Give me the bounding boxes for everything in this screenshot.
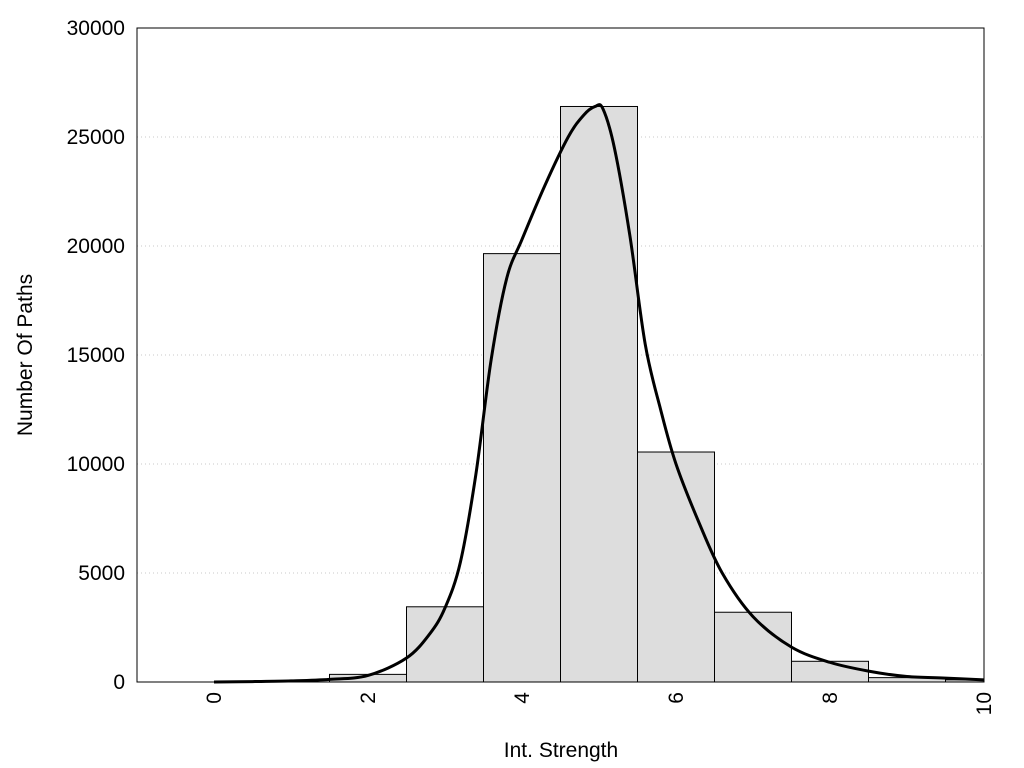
y-tick-label: 20000 xyxy=(67,235,125,258)
histogram-bar xyxy=(791,660,869,683)
x-tick-labels: 0 2 4 6 8 10 xyxy=(203,692,996,716)
plot-frame xyxy=(136,27,985,683)
x-axis-label: Int. Strength xyxy=(504,739,618,762)
x-tick-label: 10 xyxy=(973,692,996,715)
y-tick-label: 5000 xyxy=(78,562,125,585)
histogram-bar xyxy=(637,451,715,683)
y-tick-label: 0 xyxy=(113,671,125,694)
y-axis-label: Number Of Paths xyxy=(14,274,37,436)
histogram-bar xyxy=(714,611,792,683)
histogram-bar xyxy=(483,253,561,683)
y-tick-labels: 0 5000 10000 15000 20000 25000 30000 xyxy=(67,17,125,694)
x-tick-label: 6 xyxy=(665,692,688,704)
y-tick-label: 15000 xyxy=(67,344,125,367)
fit-curve-layer xyxy=(213,103,985,684)
histogram-bar xyxy=(560,105,638,683)
x-tick-label: 2 xyxy=(357,692,380,704)
y-tick-label: 30000 xyxy=(67,17,125,40)
x-tick-label: 8 xyxy=(819,692,842,704)
y-tick-label: 10000 xyxy=(67,453,125,476)
x-tick-label: 0 xyxy=(203,692,226,704)
x-tick-label: 4 xyxy=(511,692,534,704)
fit-curve-line xyxy=(213,103,985,684)
y-tick-label: 25000 xyxy=(67,126,125,149)
histogram-bar xyxy=(406,606,484,683)
